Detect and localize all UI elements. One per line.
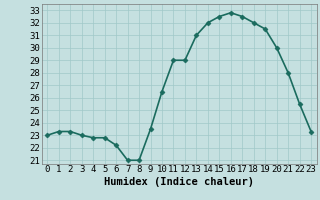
- X-axis label: Humidex (Indice chaleur): Humidex (Indice chaleur): [104, 177, 254, 187]
